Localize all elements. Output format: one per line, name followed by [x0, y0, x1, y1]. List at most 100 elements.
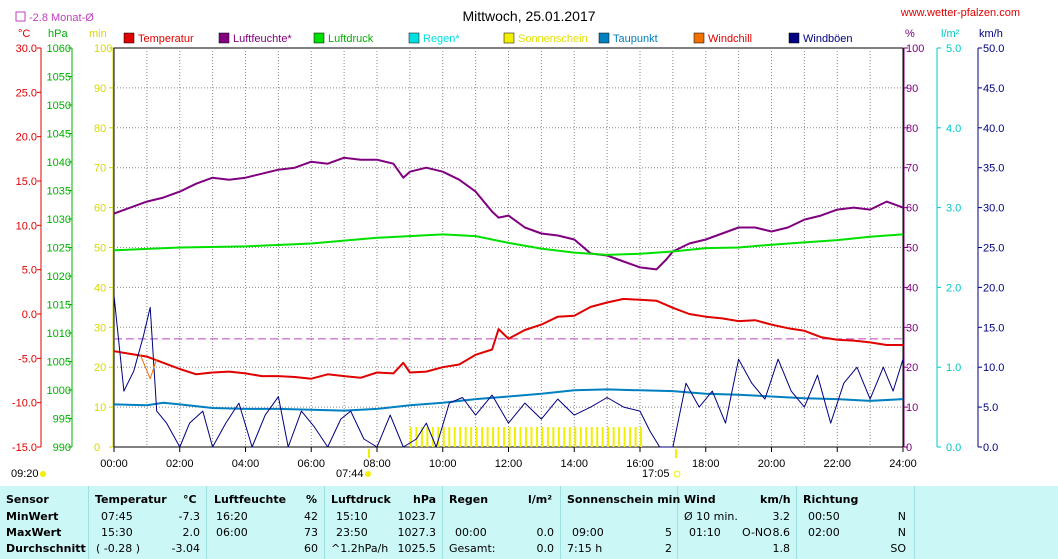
x-tick-label: 14:00 — [560, 458, 588, 470]
row-avg-label: Durchschnitt — [6, 542, 86, 555]
sun-icon — [40, 471, 46, 477]
legend-label: Regen* — [423, 33, 460, 45]
temp-tick-label: -15.0 — [12, 442, 37, 454]
press-min-val: 1023.7 — [397, 510, 437, 523]
sunshine-bar — [431, 427, 434, 447]
sunshine-bar — [530, 427, 533, 447]
month-avg-label: -2.8 Monat-Ø — [29, 12, 94, 24]
hdr-wind-unit: km/h — [760, 493, 791, 506]
temp-tick-label: -10.0 — [12, 398, 37, 410]
rain-tick-label: 1.0 — [946, 362, 961, 374]
rain-tick-label: 3.0 — [946, 203, 961, 215]
sunshine-bar — [508, 427, 511, 447]
sunrise-time: 07:44 — [336, 468, 364, 480]
temp-tick-label: 10.0 — [16, 220, 37, 232]
press-tick-label: 995 — [53, 414, 71, 426]
hum-min-time: 16:20 — [216, 510, 248, 523]
hdr-rain: Regen — [449, 493, 489, 506]
sunshine-bar — [629, 427, 632, 447]
hdr-press-unit: hPa — [413, 493, 437, 506]
wind-tick-label: 25.0 — [983, 243, 1004, 255]
min-tick-label: 100 — [94, 43, 112, 55]
wind-avg-val: 1.8 — [772, 542, 791, 555]
wind-min-label: Ø 10 min. — [684, 510, 738, 523]
sunshine-bar — [464, 427, 467, 447]
min-tick-label: 40 — [94, 282, 106, 294]
sunshine-bar — [514, 427, 516, 447]
min-tick-label: 60 — [94, 203, 106, 215]
sunrise-icon — [365, 471, 371, 477]
min-tick-label: 70 — [94, 163, 106, 175]
pct-tick-label: 10 — [906, 402, 918, 414]
wind-tick-label: 0.0 — [983, 442, 998, 454]
x-tick-label: 22:00 — [823, 458, 851, 470]
rain-total-label: Gesamt: — [449, 542, 496, 555]
dir-min-val: N — [897, 510, 906, 523]
sunshine-bar — [437, 427, 440, 447]
grid — [113, 47, 904, 448]
x-tick-label: 18:00 — [692, 458, 720, 470]
sunshine-bar — [640, 427, 643, 447]
rain-tick-label: 2.0 — [946, 282, 961, 294]
hdr-press: Luftdruck — [331, 493, 391, 506]
press-tick-label: 1020 — [47, 271, 71, 283]
sunshine-bar — [486, 427, 489, 447]
sunset-icon — [673, 470, 681, 478]
sunshine-bar — [470, 427, 473, 447]
press-tick-label: 1015 — [47, 300, 71, 312]
series-windchill — [139, 354, 158, 380]
sunset-time: 17:05 — [642, 468, 670, 480]
pct-tick-label: 30 — [906, 322, 918, 334]
wind-tick-label: 10.0 — [983, 362, 1004, 374]
rain-tick-label: 0.0 — [946, 442, 961, 454]
sunshine-bar — [448, 427, 451, 447]
sun-total-time: 7:15 h — [567, 542, 603, 555]
press-tick-label: 1055 — [47, 72, 71, 84]
press-tick-label: 1035 — [47, 186, 71, 198]
sunshine-bar — [453, 427, 456, 447]
legend-swatch — [408, 32, 420, 44]
press-unit: hPa — [48, 28, 68, 40]
min-tick-label: 90 — [94, 83, 106, 95]
sunshine-bar — [442, 427, 445, 447]
wind-max-dir: O-NO — [742, 526, 772, 539]
series-windböen — [113, 295, 904, 448]
temp-tick-label: 0.0 — [22, 309, 37, 321]
x-tick-label: 16:00 — [626, 458, 654, 470]
sunshine-bar — [607, 427, 610, 447]
pct-tick-label: 70 — [906, 163, 918, 175]
series-temperatur — [113, 297, 903, 380]
temp-min-val: -7.3 — [178, 510, 200, 523]
press-tick-label: 1000 — [47, 385, 71, 397]
rain-max-val: 0.0 — [536, 526, 555, 539]
temp-tick-label: -5.0 — [18, 353, 37, 365]
temp-avg-time: ( -0.28 ) — [96, 542, 141, 555]
pct-tick-label: 60 — [906, 203, 918, 215]
legend-swatch — [503, 32, 515, 44]
weather-chart: 30.0 25.0 20.0 15.0 10.0 5.0 0.0 -5.0 -10.0 -15.0… — [11, 7, 1020, 480]
sunshine-bar — [634, 427, 637, 447]
x-tick-label: 04:00 — [232, 458, 260, 470]
hum-max-time: 06:00 — [216, 526, 248, 539]
sunshine-bar — [568, 427, 571, 447]
min-tick-label: 10 — [94, 402, 106, 414]
min-unit: min — [89, 28, 107, 40]
wind-min-val: 3.2 — [772, 510, 791, 523]
pct-tick-label: 0 — [906, 442, 912, 454]
sunshine-bar — [420, 427, 423, 447]
press-tick-label: 1030 — [47, 214, 71, 226]
legend-swatch — [313, 32, 325, 44]
sunshine-bar — [618, 427, 621, 447]
min-tick-label: 0 — [94, 442, 100, 454]
temp-tick-label: 20.0 — [16, 132, 37, 144]
x-tick-label: 12:00 — [495, 458, 523, 470]
hdr-wind: Wind — [684, 493, 716, 506]
press-avg-trend: ^1.2hPa/h — [331, 542, 389, 555]
x-tick-label: 08:00 — [363, 458, 391, 470]
pct-tick-label: 80 — [906, 123, 918, 135]
chart-title: Mittwoch, 25.01.2017 — [462, 8, 595, 24]
temp-min-time: 07:45 — [101, 510, 133, 523]
hdr-sensor: Sensor — [6, 493, 49, 506]
wind-tick-label: 40.0 — [983, 123, 1004, 135]
sun-max-time: 09:00 — [572, 526, 604, 539]
